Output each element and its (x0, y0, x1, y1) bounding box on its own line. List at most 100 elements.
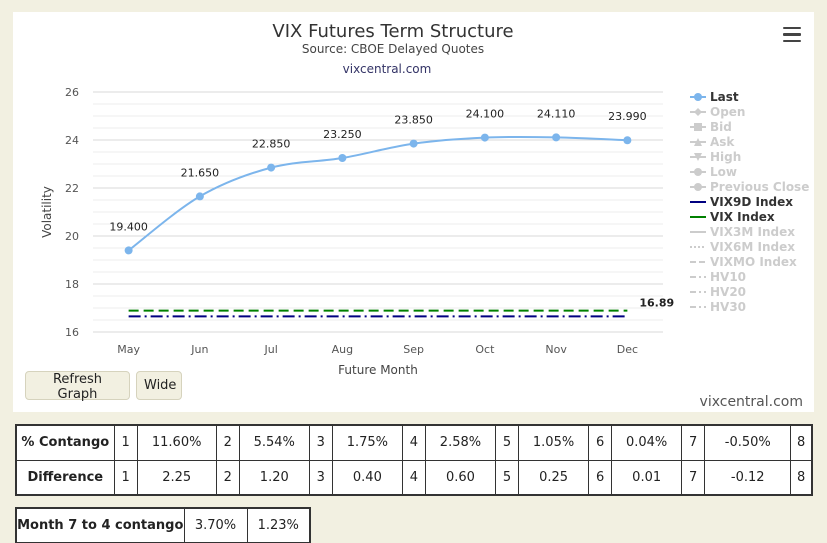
legend-label: VIX Index (710, 210, 775, 224)
vix-index-value-label: 16.89 (639, 297, 674, 310)
data-label: 23.990 (608, 110, 647, 123)
row-label: Difference (15, 459, 115, 496)
x-tick-label: Nov (545, 343, 567, 356)
x-tick-label: Aug (332, 343, 353, 356)
summary-cell: 1.23% (246, 507, 311, 543)
legend-label: Previous Close (710, 180, 809, 194)
value-cell: 0.01 (611, 459, 683, 496)
row-label: % Contango (15, 424, 115, 461)
wide-button[interactable]: Wide (136, 371, 182, 400)
data-label: 24.100 (466, 108, 505, 121)
refresh-graph-button[interactable]: Refresh Graph (25, 371, 130, 402)
month-number-cell: 6 (588, 459, 613, 496)
legend-label: Last (710, 90, 739, 104)
value-cell: 2.58% (424, 424, 497, 461)
value-cell: 1.05% (518, 424, 590, 461)
legend-diamond-icon (694, 108, 702, 116)
summary-row: Month 7 to 4 contango 3.70% 1.23% (15, 507, 311, 543)
legend-triangle-down-icon (694, 153, 702, 161)
value-cell: 0.04% (611, 424, 683, 461)
last-series-point (623, 136, 632, 145)
value-cell: 5.54% (238, 424, 310, 461)
legend-item[interactable]: Open (690, 105, 745, 119)
month-number-cell: 6 (588, 424, 613, 461)
legend-item[interactable]: Last (690, 90, 739, 104)
x-tick-label: Oct (475, 343, 495, 356)
y-tick-label: 20 (65, 230, 79, 243)
y-tick-label: 26 (65, 86, 79, 99)
legend-item[interactable]: Low (690, 165, 737, 179)
month-number-cell: 7 (681, 459, 706, 496)
legend-label: VIX9D Index (710, 195, 793, 209)
x-tick-label: Sep (403, 343, 424, 356)
month-number-cell: 8 (790, 424, 813, 461)
chart-subtitle: Source: CBOE Delayed Quotes (302, 42, 484, 56)
data-label: 19.400 (109, 220, 148, 233)
legend-label: Low (710, 165, 737, 179)
y-tick-label: 22 (65, 182, 79, 195)
legend-item[interactable]: HV10 (690, 270, 746, 284)
summary-cell: 3.70% (183, 507, 248, 543)
month-number-cell: 2 (215, 459, 240, 496)
value-cell: -0.50% (704, 424, 792, 461)
month-number-cell: 3 (308, 424, 333, 461)
last-series-point (195, 192, 204, 201)
last-series-point (552, 133, 561, 142)
x-axis-title: Future Month (338, 363, 418, 377)
x-tick-label: Dec (617, 343, 638, 356)
value-cell: -0.12 (704, 459, 792, 496)
contango-row: Difference 1 2.25 2 1.20 3 0.40 4 0.60 5 0.25 6 0.01… (15, 459, 813, 496)
month-number-cell: 8 (790, 459, 813, 496)
chart-subtitle-link: vixcentral.com (343, 62, 432, 76)
legend-item[interactable]: VIX6M Index (690, 240, 795, 254)
legend-label: Bid (710, 120, 732, 134)
month-number-cell: 4 (401, 459, 426, 496)
legend-item[interactable]: HV20 (690, 285, 746, 299)
legend-item[interactable]: High (690, 150, 741, 164)
month-number-cell: 4 (401, 424, 426, 461)
legend-item[interactable]: Ask (690, 135, 735, 149)
legend-item[interactable]: VIX9D Index (690, 195, 793, 209)
legend-item[interactable]: VIX3M Index (690, 225, 795, 239)
last-series-line (128, 135, 628, 252)
legend-label: HV20 (710, 285, 746, 299)
month-number-cell: 5 (494, 424, 520, 461)
legend-circle-icon (694, 183, 702, 191)
hamburger-menu-icon[interactable] (783, 27, 801, 43)
last-series-point (267, 163, 276, 172)
legend-item[interactable]: Previous Close (690, 180, 809, 194)
chart-panel: VIX Futures Term Structure Source: CBOE D… (13, 12, 814, 412)
month-number-cell: 7 (681, 424, 706, 461)
last-series-point (480, 133, 489, 142)
data-label: 24.110 (537, 107, 576, 120)
legend-square-icon (694, 123, 702, 131)
value-cell: 0.60 (424, 459, 497, 496)
month-number-cell: 5 (494, 459, 520, 496)
legend-item[interactable]: VIXMO Index (690, 255, 797, 269)
legend-item[interactable]: VIX Index (690, 210, 775, 224)
y-tick-label: 24 (65, 134, 79, 147)
summary-label: Month 7 to 4 contango (15, 507, 185, 543)
contango-table: % Contango 1 11.60% 2 5.54% 3 1.75% 4 2.58% 5 1.05… (15, 424, 813, 496)
y-axis-title: Volatility (40, 186, 54, 238)
legend-label: HV10 (710, 270, 746, 284)
legend-label: Open (710, 105, 745, 119)
data-label: 23.250 (323, 128, 362, 141)
value-cell: 0.25 (518, 459, 590, 496)
watermark: vixcentral.com (699, 394, 803, 410)
legend-circle-icon (694, 168, 702, 176)
x-tick-label: Jul (263, 343, 277, 356)
x-tick-label: May (117, 343, 140, 356)
legend-item[interactable]: Bid (690, 120, 732, 134)
value-cell: 1.20 (238, 459, 310, 496)
legend-item[interactable]: HV30 (690, 300, 746, 314)
chart-title: VIX Futures Term Structure (272, 21, 513, 42)
data-label: 23.850 (394, 114, 433, 127)
y-tick-label: 18 (65, 278, 79, 291)
legend-label: High (710, 150, 741, 164)
legend-triangle-icon (694, 138, 702, 146)
data-label: 21.650 (181, 166, 220, 179)
last-series-point (338, 154, 347, 162)
month-number-cell: 3 (308, 459, 333, 496)
